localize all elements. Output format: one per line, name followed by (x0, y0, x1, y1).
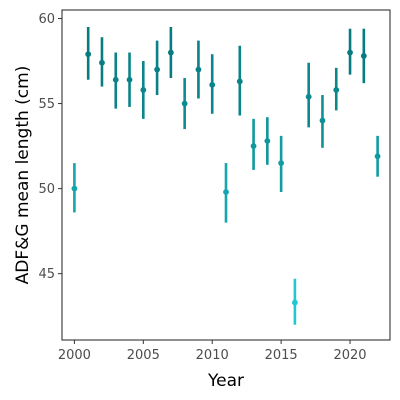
data-point-2015 (278, 135, 285, 193)
data-point-2020 (347, 28, 353, 75)
y-tick-label-50: 50 (38, 182, 55, 197)
mean-point-2010 (209, 81, 216, 88)
y-axis-title: ADF&G mean length (cm) (13, 66, 33, 285)
data-point-2016 (292, 278, 298, 325)
mean-point-2012 (236, 78, 243, 85)
mean-point-2005 (140, 87, 147, 93)
data-point-2014 (264, 117, 271, 165)
y-tick-label-45: 45 (38, 267, 55, 282)
mean-point-2017 (305, 93, 312, 100)
data-point-2003 (112, 52, 119, 109)
data-point-2004 (126, 52, 133, 107)
x-tick-label-2015: 2015 (265, 348, 298, 363)
mean-point-2006 (154, 66, 160, 73)
data-point-2009 (195, 40, 202, 99)
mean-point-2007 (167, 49, 174, 56)
x-tick-label-2020: 2020 (333, 348, 366, 363)
data-point-2019 (333, 67, 340, 111)
mean-point-2022 (374, 153, 381, 160)
mean-point-2020 (347, 49, 353, 56)
x-tick-label-2010: 2010 (196, 348, 229, 363)
axes: 2000 2005 2010 2015 2020 45 50 55 60 (38, 12, 366, 363)
mean-point-2015 (278, 160, 285, 166)
mean-point-2021 (360, 53, 367, 59)
data-point-2010 (209, 54, 216, 114)
x-tick-label-2005: 2005 (127, 348, 160, 363)
mean-point-2018 (319, 117, 326, 124)
plot-panel-border (61, 9, 391, 341)
data-point-2005 (140, 61, 147, 119)
data-point-2006 (154, 40, 160, 96)
data-point-2002 (99, 37, 105, 87)
data-point-2021 (360, 28, 367, 84)
mean-point-2001 (85, 51, 92, 58)
mean-point-2003 (112, 76, 119, 83)
mean-point-2013 (250, 143, 257, 149)
mean-point-2016 (292, 299, 298, 306)
data-point-2011 (223, 163, 229, 223)
y-tick-label-55: 55 (38, 97, 55, 112)
data-point-2018 (319, 95, 326, 148)
mean-point-2002 (99, 59, 105, 66)
mean-point-2008 (181, 100, 188, 107)
data-point-2007 (167, 27, 174, 79)
mean-point-2011 (223, 189, 229, 195)
mean-point-2014 (264, 138, 271, 144)
mean-point-2019 (333, 87, 340, 93)
data-point-2001 (85, 27, 92, 80)
data-point-2012 (236, 45, 243, 116)
x-tick-label-2000: 2000 (58, 348, 91, 363)
y-tick-label-60: 60 (38, 12, 55, 27)
data-point-2000 (71, 163, 78, 213)
data-point-2017 (305, 62, 312, 128)
mean-point-2009 (195, 66, 202, 73)
mean-point-2000 (71, 185, 78, 192)
mean-point-2004 (126, 76, 133, 83)
data-point-2022 (374, 135, 381, 177)
data-point-2013 (250, 118, 257, 170)
data-point-2008 (181, 78, 188, 130)
data-marks (71, 27, 381, 325)
x-axis-title: Year (207, 371, 244, 391)
